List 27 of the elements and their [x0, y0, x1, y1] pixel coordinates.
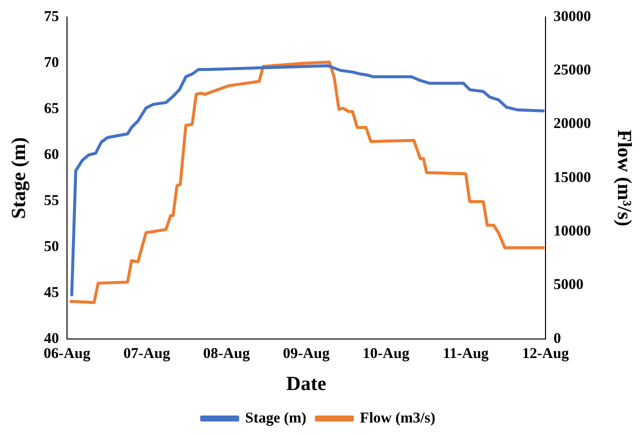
y2-tick-label: 0: [554, 330, 561, 347]
y2-tick-label: 20000: [554, 116, 591, 132]
x-tick-label: 11-Aug: [442, 346, 490, 362]
y2-tick-label: 5000: [554, 277, 584, 294]
legend-label: Flow (m3/s): [360, 410, 436, 426]
y2-tick-label: 25000: [554, 62, 591, 79]
x-axis-title: Date: [286, 373, 326, 396]
y-tick-label: 55: [44, 192, 59, 209]
x-tick-label: 06-Aug: [44, 346, 91, 362]
x-tick-label: 07-Aug: [123, 346, 171, 362]
legend-label: Stage (m): [245, 410, 306, 426]
y2-tick-label: 30000: [554, 8, 591, 25]
x-tick-label: 09-Aug: [282, 346, 330, 362]
y2-tick-label: 10000: [554, 224, 591, 240]
y2-tick-label: 15000: [554, 170, 591, 186]
x-tick-label: 08-Aug: [203, 346, 250, 362]
x-tick-label: 10-Aug: [362, 346, 410, 362]
y-tick-label: 40: [44, 330, 59, 347]
y-tick-label: 50: [44, 238, 59, 255]
y-tick-label: 75: [44, 8, 59, 25]
x-tick-label: 12-Aug: [522, 346, 570, 362]
y2-axis-title: Flow (m³/s): [612, 130, 635, 226]
y-tick-label: 65: [44, 100, 59, 117]
y-tick-label: 70: [44, 54, 59, 71]
y-tick-label: 60: [44, 146, 59, 163]
y-axis-title: Stage (m): [8, 137, 30, 219]
y-tick-label: 45: [44, 284, 59, 301]
